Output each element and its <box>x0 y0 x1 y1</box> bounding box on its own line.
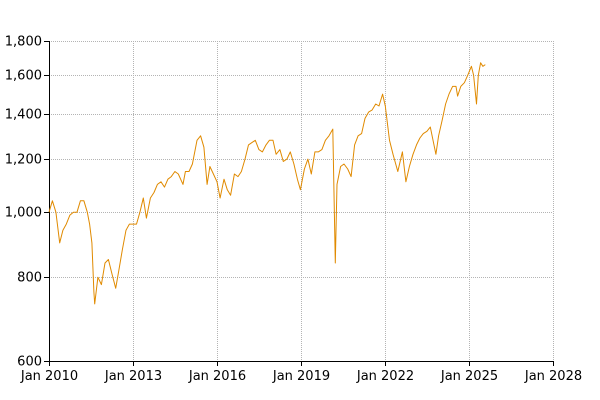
x-tick-label: Jan 2025 <box>440 369 498 384</box>
x-axis-ticks: Jan 2010 Jan 2013 Jan 2016 Jan 2019 Jan 2022… <box>20 361 582 384</box>
y-tick-label: 1,400 <box>5 108 42 123</box>
series-group <box>48 62 486 305</box>
x-tick-label: Jan 2016 <box>188 369 246 384</box>
y-tick-label: 1,600 <box>5 69 42 84</box>
y-tick-label: 1,800 <box>5 35 42 50</box>
x-tick-label: Jan 2028 <box>524 369 582 384</box>
series-line <box>48 62 486 305</box>
x-tick-label: Jan 2022 <box>356 369 414 384</box>
y-axis-ticks: 600 800 1,000 1,200 1,400 1,600 1,800 <box>5 35 49 370</box>
y-tick-label: 800 <box>17 271 42 286</box>
x-tick-label: Jan 2010 <box>20 369 78 384</box>
y-tick-label: 1,200 <box>5 153 42 168</box>
grid-lines <box>49 41 554 361</box>
y-tick-label: 1,000 <box>5 206 42 221</box>
x-tick-label: Jan 2013 <box>104 369 162 384</box>
x-tick-label: Jan 2019 <box>272 369 330 384</box>
y-tick-label: 600 <box>17 355 42 370</box>
